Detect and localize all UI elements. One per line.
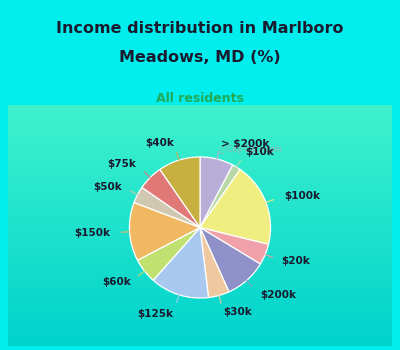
Text: $150k: $150k: [74, 228, 110, 238]
Text: > $200k: > $200k: [221, 139, 269, 149]
Wedge shape: [153, 228, 208, 298]
Text: $75k: $75k: [107, 159, 136, 169]
Text: Income distribution in Marlboro: Income distribution in Marlboro: [56, 21, 344, 36]
Text: $20k: $20k: [282, 256, 310, 266]
Text: All residents: All residents: [156, 92, 244, 105]
Text: $100k: $100k: [284, 190, 320, 201]
Wedge shape: [138, 228, 200, 280]
Wedge shape: [200, 228, 260, 292]
Text: $60k: $60k: [102, 277, 130, 287]
Wedge shape: [200, 165, 240, 228]
Wedge shape: [200, 157, 233, 228]
Text: ⓘ City-Data.com: ⓘ City-Data.com: [220, 145, 281, 154]
Wedge shape: [142, 169, 200, 228]
Text: $10k: $10k: [246, 147, 274, 157]
Text: $40k: $40k: [145, 138, 174, 148]
Text: $30k: $30k: [224, 307, 252, 317]
Wedge shape: [130, 203, 200, 260]
Text: $50k: $50k: [93, 182, 122, 191]
Wedge shape: [200, 228, 229, 298]
Text: $125k: $125k: [137, 309, 173, 318]
Text: $200k: $200k: [260, 290, 296, 300]
Wedge shape: [200, 228, 268, 264]
Wedge shape: [134, 187, 200, 228]
Text: Meadows, MD (%): Meadows, MD (%): [119, 50, 281, 65]
Wedge shape: [160, 157, 200, 228]
Wedge shape: [200, 169, 270, 244]
